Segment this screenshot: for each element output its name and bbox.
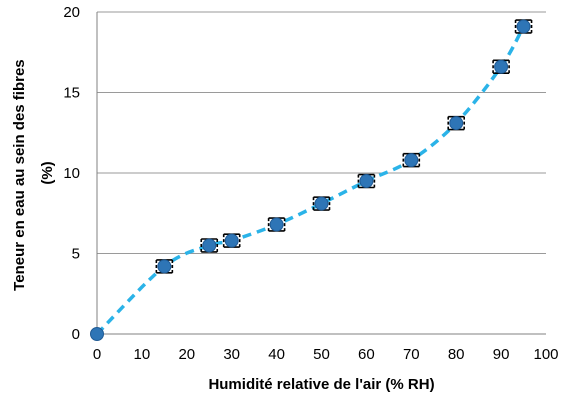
error-bars <box>155 19 533 274</box>
y-tick-label: 0 <box>72 326 80 343</box>
data-points <box>90 19 531 341</box>
x-tick-label: 80 <box>448 346 465 363</box>
y-tick-labels: 0 5 10 15 20 <box>63 4 80 343</box>
x-tick-label: 30 <box>223 346 240 363</box>
grid-lines <box>97 11 546 254</box>
x-tick-label: 20 <box>178 346 195 363</box>
y-tick-label: 20 <box>63 4 80 21</box>
y-axis-title-line-1: Teneur en eau au sein des fibres <box>11 59 28 290</box>
data-point <box>224 233 239 248</box>
data-point <box>404 153 419 168</box>
x-tick-label: 60 <box>358 346 375 363</box>
x-tick-label: 50 <box>313 346 330 363</box>
data-point <box>516 19 531 34</box>
data-point <box>314 196 329 211</box>
y-tick-label: 10 <box>63 165 80 182</box>
data-point <box>359 174 374 189</box>
data-point <box>494 59 509 74</box>
y-axis-title: Teneur en eau au sein des fibres (%) <box>11 55 56 291</box>
data-point <box>202 238 217 253</box>
data-point <box>449 116 464 131</box>
y-axis-title-line-2: (%) <box>39 161 56 184</box>
data-point <box>269 217 284 232</box>
error-bar <box>200 238 219 253</box>
data-point <box>157 259 172 274</box>
x-tick-label: 70 <box>403 346 420 363</box>
y-tick-label: 5 <box>72 246 80 263</box>
x-tick-label: 40 <box>268 346 285 363</box>
x-axis-title: Humidité relative de l'air (% RH) <box>208 376 434 393</box>
series-line <box>95 25 526 336</box>
y-tick-label: 15 <box>63 85 80 102</box>
x-tick-label: 90 <box>493 346 510 363</box>
data-point <box>90 327 104 341</box>
x-tick-label: 100 <box>533 346 558 363</box>
x-tick-label: 0 <box>93 346 101 363</box>
x-tick-label: 10 <box>134 346 151 363</box>
x-tick-labels: 0 10 20 30 40 50 60 70 80 90 100 <box>93 346 559 363</box>
